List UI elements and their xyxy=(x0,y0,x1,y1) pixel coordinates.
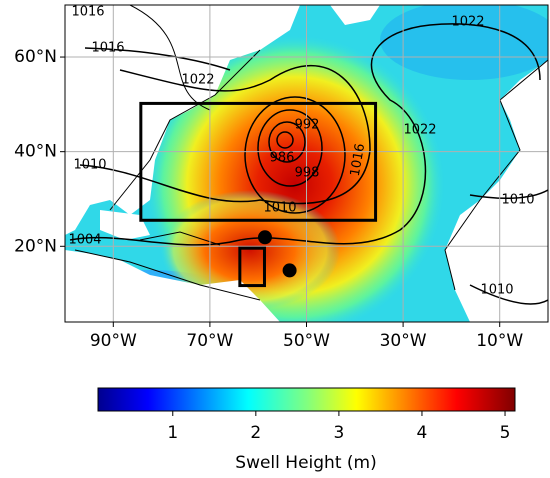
colorbar-tick-label: 4 xyxy=(417,423,428,443)
contour-label: 1010 xyxy=(480,283,513,298)
x-tick-label: 70°W xyxy=(186,331,233,351)
contour-label: 1022 xyxy=(403,123,436,138)
point xyxy=(257,230,272,245)
x-tick-label: 10°W xyxy=(476,331,523,351)
colorbar-tick-label: 5 xyxy=(500,423,511,443)
contour-label: 998 xyxy=(295,166,320,181)
contour-label: 1022 xyxy=(451,15,484,30)
colorbar-tick-label: 2 xyxy=(250,423,261,443)
x-tick-label: 30°W xyxy=(380,331,427,351)
contour-label: 1016 xyxy=(71,5,104,20)
pressure-contours xyxy=(69,23,548,305)
contour-label: 1010 xyxy=(501,193,534,208)
y-tick-label: 40°N xyxy=(14,142,57,162)
overlay: 1016 1016 1022 1022 1022 1010 1010 1010 1010 1004… xyxy=(65,5,548,322)
region-box xyxy=(139,101,378,222)
colorbar-tick-label: 3 xyxy=(333,423,344,443)
contour-label: 986 xyxy=(270,151,295,166)
contour-label: 992 xyxy=(295,118,320,133)
y-tick-label: 20°N xyxy=(14,236,57,256)
region-box xyxy=(238,246,266,288)
contour-label: 1016 xyxy=(348,142,369,177)
contour-label: 1004 xyxy=(68,233,101,248)
y-tick-label: 60°N xyxy=(14,47,57,67)
colorbar xyxy=(97,387,516,412)
colorbar-tick-label: 1 xyxy=(167,423,178,443)
colorbar-label: Swell Height (m) xyxy=(235,453,376,473)
contour-label: 1010 xyxy=(263,201,296,216)
contour-label: 1016 xyxy=(91,41,124,56)
x-tick-label: 90°W xyxy=(90,331,137,351)
contour-label: 1010 xyxy=(73,158,106,173)
contour-label: 1022 xyxy=(181,73,214,88)
point xyxy=(282,263,297,278)
x-tick-label: 50°W xyxy=(283,331,330,351)
